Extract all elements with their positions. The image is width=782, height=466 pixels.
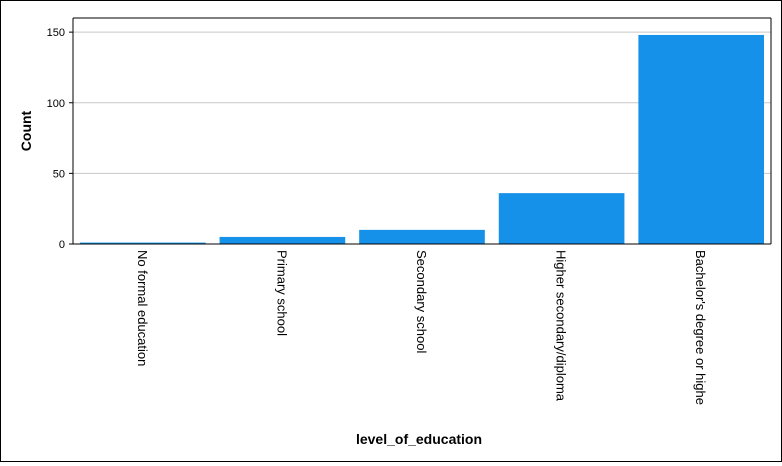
x-axis-title: level_of_education [356, 431, 482, 447]
y-tick-label: 0 [59, 239, 65, 251]
bar [359, 229, 485, 244]
x-tick-label: Primary school [274, 250, 289, 336]
bar [79, 242, 206, 244]
bar [219, 236, 346, 244]
x-tick-label: Higher secondary/diploma [554, 250, 569, 402]
bar [638, 34, 765, 245]
y-tick-label: 150 [47, 27, 65, 39]
y-tick-label: 100 [47, 98, 65, 110]
axes [69, 17, 772, 245]
x-tick-label: No formal education [135, 250, 150, 366]
y-tick-labels: 0 50 100 150 [47, 27, 65, 251]
y-tick-label: 50 [53, 168, 65, 180]
y-axis-title: Count [18, 110, 34, 151]
x-tick-labels: No formal education Primary school Seconda… [135, 250, 708, 405]
x-tick-label: Bachelor's degree or highe [693, 250, 708, 405]
bar [498, 193, 625, 244]
x-tick-label: Secondary school [414, 250, 429, 353]
bars [79, 34, 765, 245]
